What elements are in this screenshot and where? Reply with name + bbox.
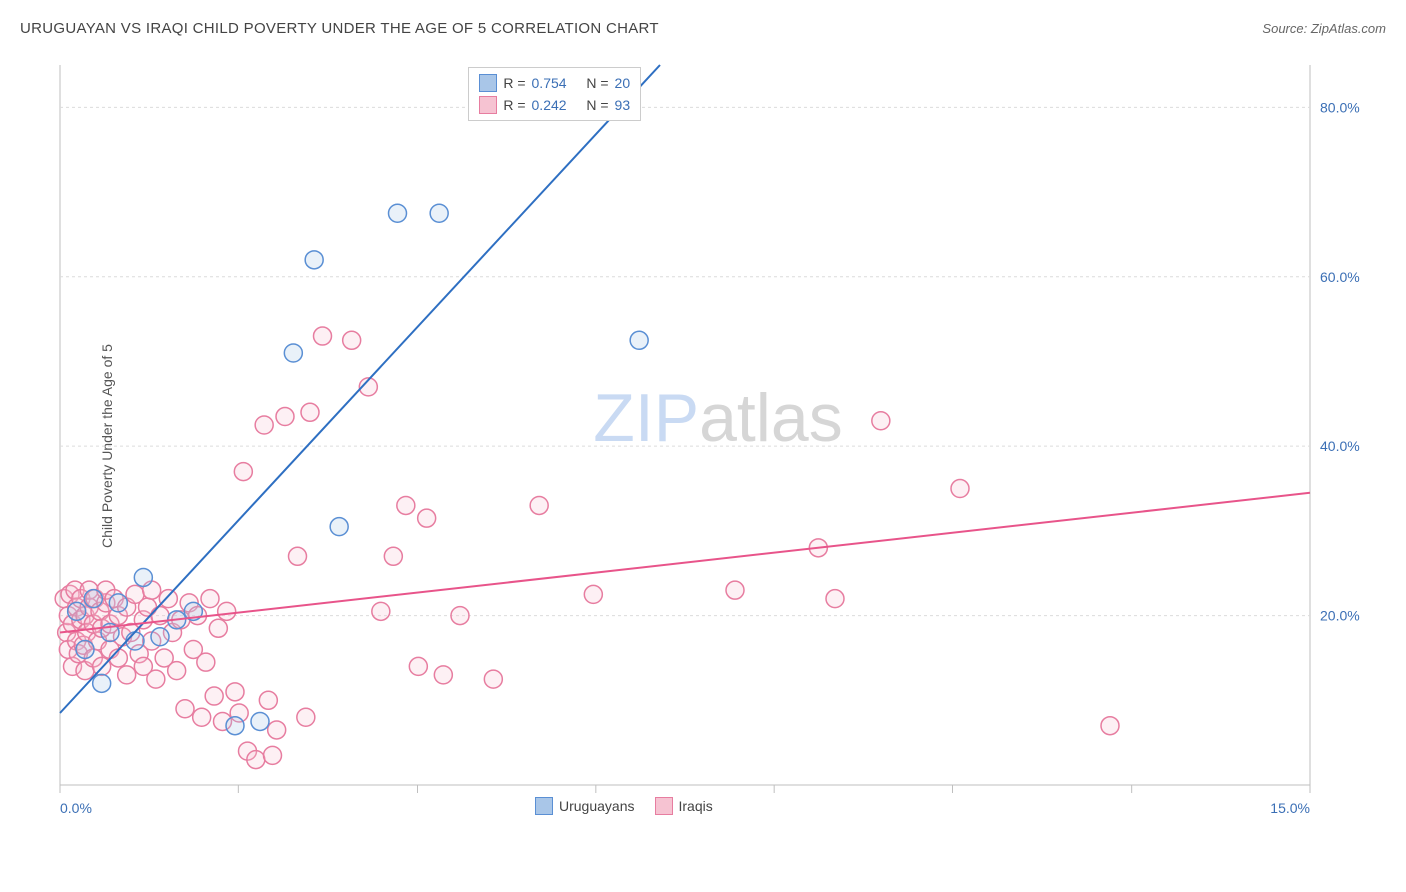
n-label: N = [586, 94, 608, 116]
scatter-plot: 20.0% 40.0% 60.0% 80.0% 0.0% 15.0% [50, 55, 1370, 825]
n-value: 93 [615, 94, 631, 116]
source-value: ZipAtlas.com [1311, 21, 1386, 36]
chart-title: URUGUAYAN VS IRAQI CHILD POVERTY UNDER T… [20, 20, 659, 37]
legend-swatch [655, 797, 673, 815]
stats-legend-box: R = 0.754 N = 20 R = 0.242 N = 93 [468, 67, 641, 121]
legend-item: Uruguayans [535, 797, 635, 815]
r-value: 0.242 [532, 94, 567, 116]
r-label: R = [503, 94, 525, 116]
svg-text:60.0%: 60.0% [1320, 269, 1360, 285]
title-bar: URUGUAYAN VS IRAQI CHILD POVERTY UNDER T… [20, 20, 1386, 37]
r-label: R = [503, 72, 525, 94]
svg-text:80.0%: 80.0% [1320, 99, 1360, 115]
legend-label: Uruguayans [559, 798, 635, 814]
n-value: 20 [615, 72, 631, 94]
svg-text:15.0%: 15.0% [1270, 800, 1310, 816]
legend-label: Iraqis [679, 798, 713, 814]
series-legend: Uruguayans Iraqis [535, 797, 713, 815]
r-value: 0.754 [532, 72, 567, 94]
svg-text:20.0%: 20.0% [1320, 608, 1360, 624]
legend-swatch [535, 797, 553, 815]
svg-text:40.0%: 40.0% [1320, 438, 1360, 454]
legend-swatch [479, 96, 497, 114]
legend-item: Iraqis [655, 797, 713, 815]
legend-swatch [479, 74, 497, 92]
stats-legend-row: R = 0.242 N = 93 [479, 94, 630, 116]
chart-container: URUGUAYAN VS IRAQI CHILD POVERTY UNDER T… [0, 0, 1406, 892]
stats-legend-row: R = 0.754 N = 20 [479, 72, 630, 94]
svg-text:0.0%: 0.0% [60, 800, 92, 816]
source-label: Source: [1262, 21, 1307, 36]
chart-area: 20.0%40.0%60.0%80.0%0.0%15.0% ZIPatlas R… [50, 55, 1386, 862]
source-attribution: Source: ZipAtlas.com [1262, 21, 1386, 36]
n-label: N = [586, 72, 608, 94]
